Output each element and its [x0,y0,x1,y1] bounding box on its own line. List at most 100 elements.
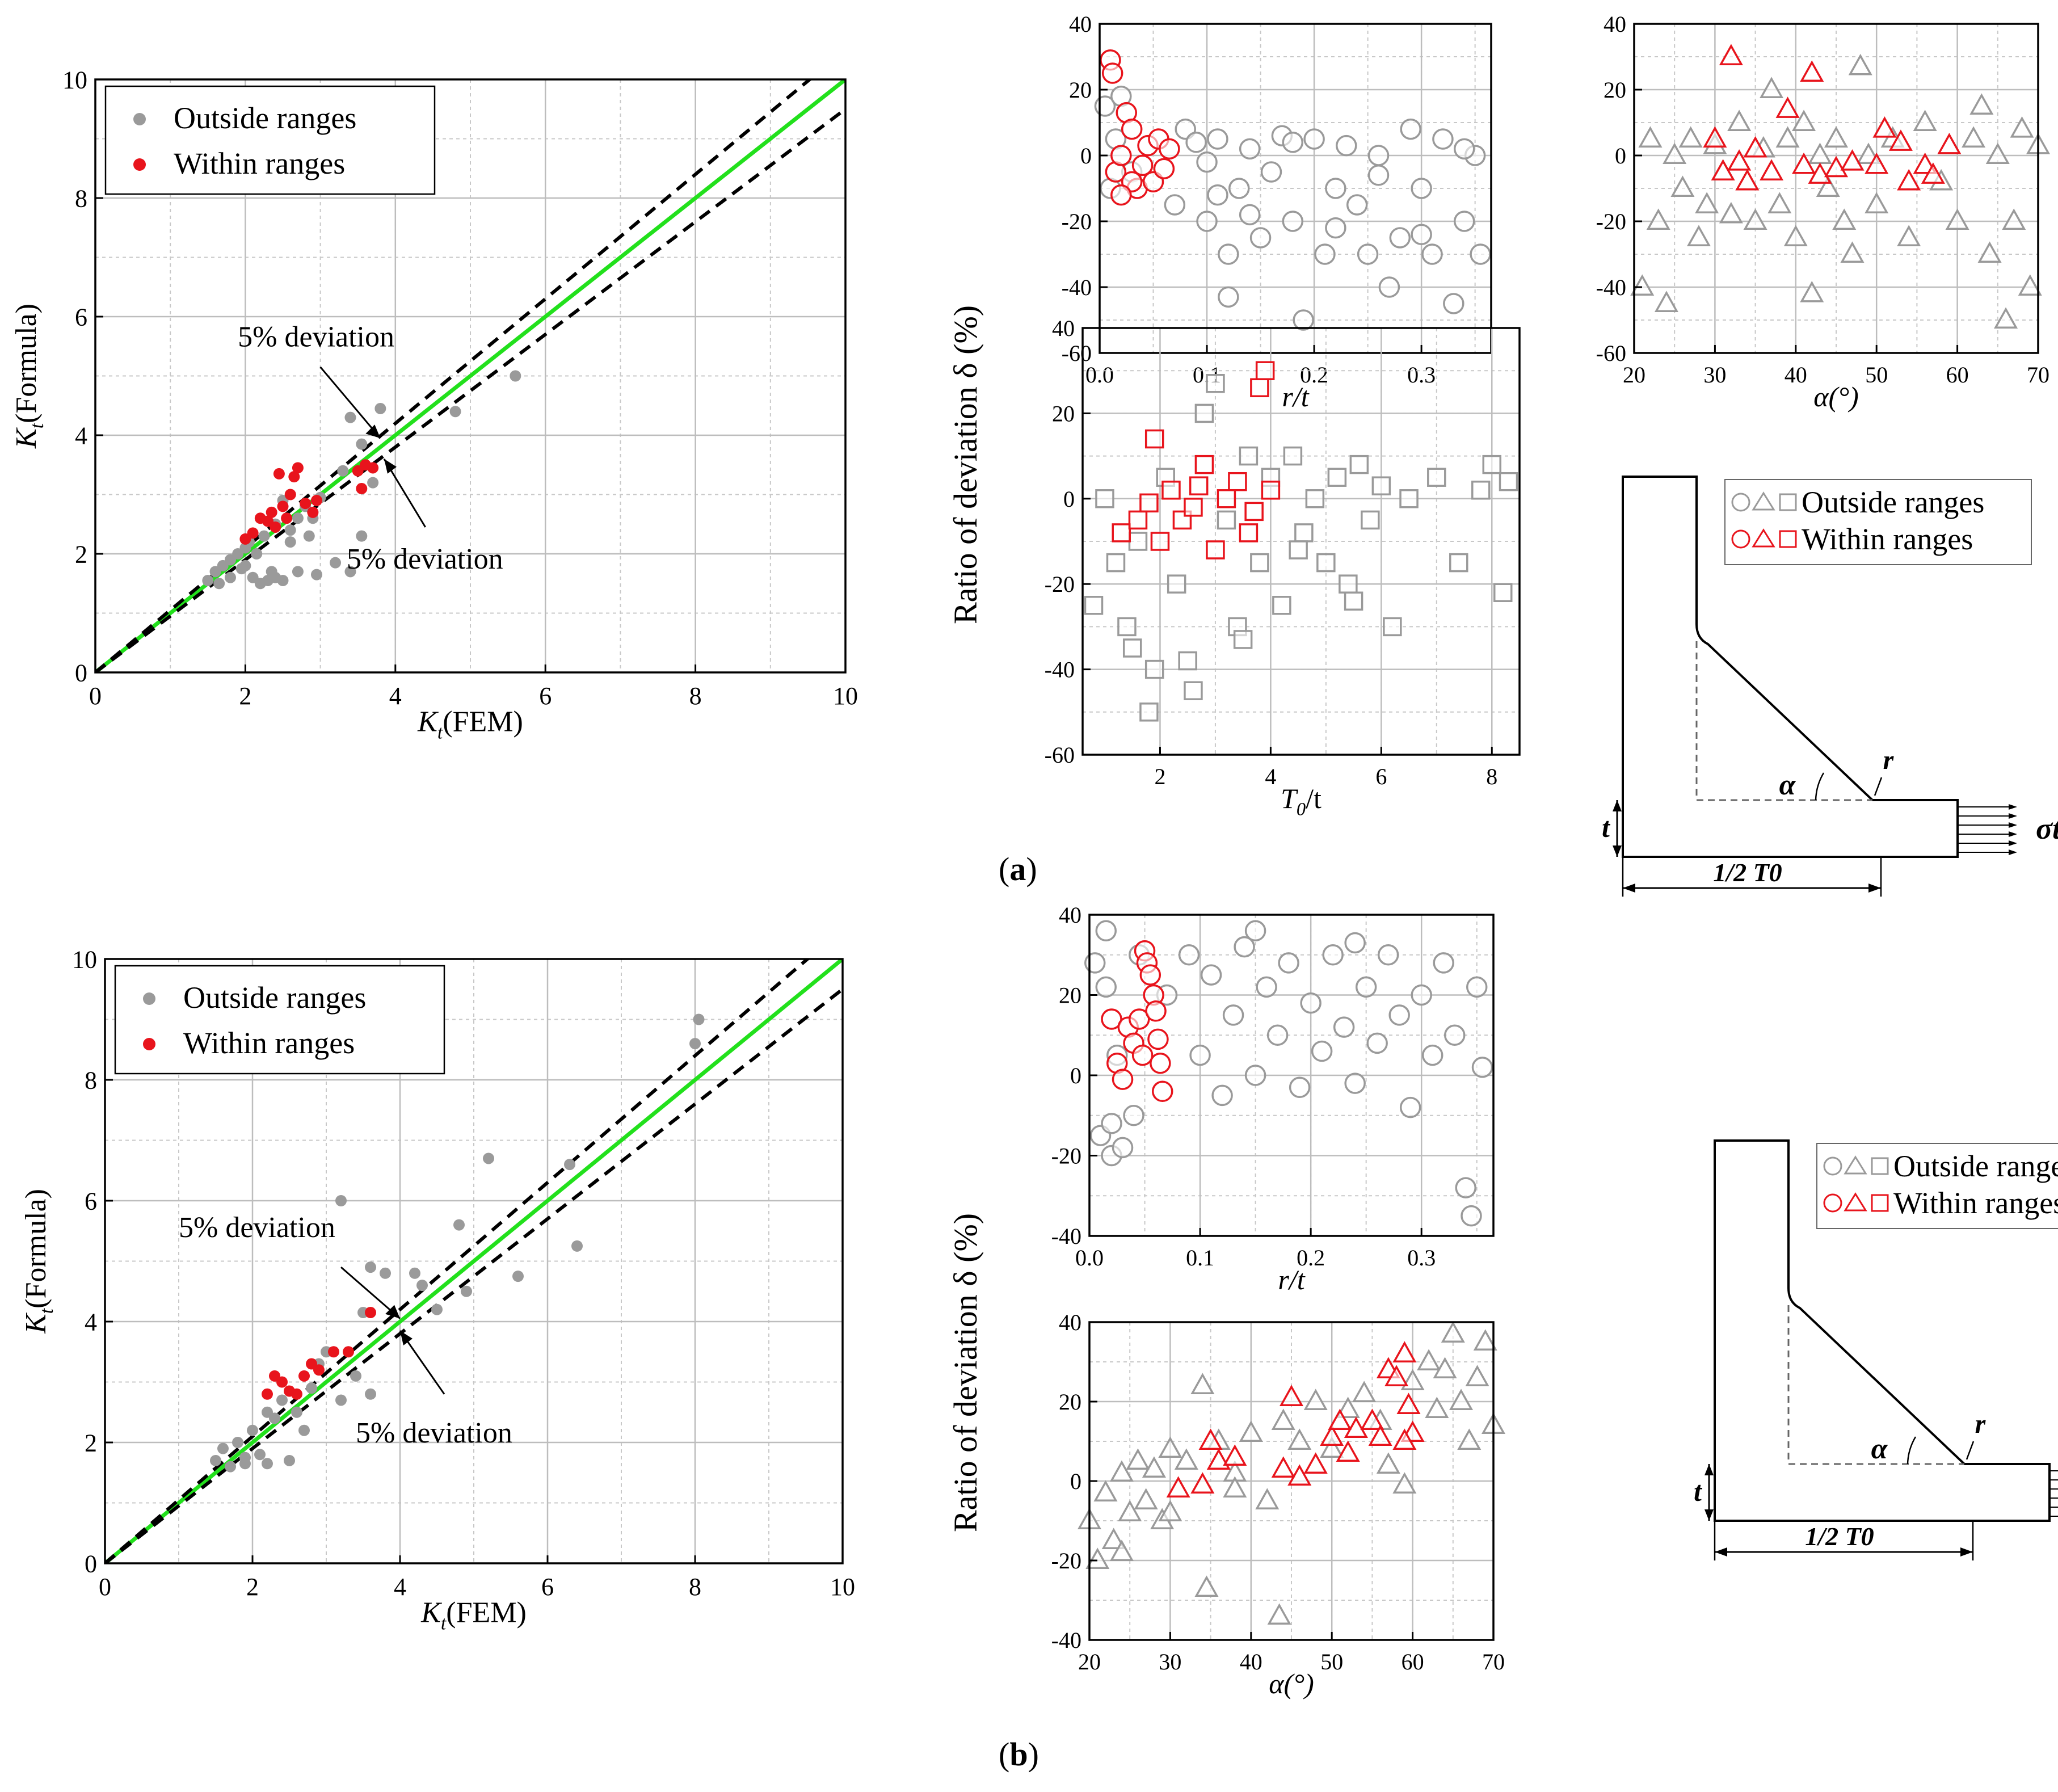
within-point [1112,1069,1134,1090]
outside-point [217,1442,229,1454]
within-point [1206,540,1225,560]
legend-outside-label: Outside ranges [183,981,366,1015]
outside-point [1109,1460,1134,1482]
annotation-arrow-upper [319,366,381,439]
deviation-annotation-lower: 5% deviation [347,543,503,575]
outside-point [277,575,289,587]
outside-point [1482,455,1502,474]
outside-point [1320,1436,1344,1458]
within-point [1368,1424,1392,1446]
within-point [356,483,368,495]
within-point [247,527,259,539]
within-point [365,1307,376,1319]
x-tick-label: 2 [239,682,251,710]
outside-point [365,1261,376,1273]
outside-point [1969,93,1994,115]
sketch-width-arrow-left [1623,884,1635,893]
outside-point [1425,1396,1449,1419]
sketch-width-arrow-right [1960,1547,1973,1557]
outside-point [1433,1357,1457,1379]
sketch-legend-within-circle-marker [1731,529,1750,549]
within-point [1808,162,1832,184]
outside-point [303,530,315,542]
within-point [273,468,285,479]
outside-point [1400,1369,1425,1391]
outside-point [1206,374,1225,393]
x-axis-label: α(°) [1269,1668,1314,1700]
outside-point [1158,1436,1182,1458]
y-tick-label: 20 [1052,401,1075,426]
sketch-legend-outside-label: Outside ranges [1802,485,1984,519]
within-point [310,494,322,506]
outside-point [310,569,322,580]
sketch-r-leader [1874,777,1883,796]
ratio-ylabel-a: Ratio of deviation δ (%) [947,305,984,624]
legend-within-marker [143,1038,155,1050]
deviation-annotation-upper: 5% deviation [238,321,394,353]
outside-point [1109,1539,1134,1562]
within-point [1112,523,1131,542]
x-axis-label-main: K [417,705,439,738]
outside-point [1333,1016,1355,1038]
within-point [1239,523,1259,542]
outside-point [1449,553,1468,573]
outside-point [1207,128,1228,150]
within-point [1897,169,1921,191]
outside-point [239,560,251,571]
sketch-stress-arrowhead [2009,822,2017,828]
outside-point [284,524,296,536]
outside-point [1207,184,1228,206]
y-tick-label: -40 [1051,1223,1081,1249]
sketch-stress-arrowhead [2009,849,2017,855]
outside-point [1985,142,2010,165]
outside-point [276,1394,288,1406]
x-axis-label-rest: (FEM) [443,705,523,738]
outside-point [1443,293,1464,314]
outside-point [1473,1329,1497,1351]
outside-point [1174,1448,1198,1470]
outside-point [1085,1547,1110,1570]
x-tick-label: 0.0 [1075,1245,1104,1271]
outside-point [461,1285,472,1297]
outside-point [409,1267,420,1279]
within-point [1184,498,1203,517]
within-point [270,521,281,533]
outside-point [1126,1448,1150,1470]
outside-point [1760,77,1784,99]
sketch-width-label: 1/2 T0 [1713,858,1782,887]
outside-point [1678,126,1703,148]
x-tick-label: 60 [1402,1649,1424,1675]
chart-b_kt: 0 2 4 6 8 100246810Kt(FEM)Kt(Formula)Outside … [20,945,855,1634]
outside-point [1427,468,1446,487]
within-point [1128,510,1148,530]
within-point [1139,493,1159,513]
within-point [1287,1464,1312,1486]
outside-point [337,465,349,477]
within-point [1303,1452,1328,1474]
y-tick-label: 0 [75,659,87,687]
outside-point [1095,976,1117,998]
within-point [1190,1472,1215,1494]
outside-point [1217,510,1236,530]
within-point [1336,1440,1360,1462]
outside-point [1646,208,1670,230]
outside-point [1800,281,1824,302]
sketch-legend-outside-triangle-marker [1752,491,1775,511]
x-tick-label: 0.2 [1300,362,1328,388]
within-point [1727,149,1752,171]
within-point [284,489,296,500]
outside-point [1218,286,1239,308]
outside-point [1158,1500,1182,1522]
outside-point [1411,178,1432,199]
sketch-legend-outside-circle-marker [1731,493,1750,512]
y-tick-label: 0 [1080,143,1092,169]
outside-point [284,1454,295,1466]
y-axis-label: Kt(Formula) [20,1189,57,1334]
y-tick-label: 10 [72,945,97,973]
outside-point [225,1461,236,1473]
outside-point [1256,976,1277,998]
outside-point [1399,489,1419,508]
outside-point [1417,1349,1441,1371]
outside-point [1239,1420,1263,1442]
